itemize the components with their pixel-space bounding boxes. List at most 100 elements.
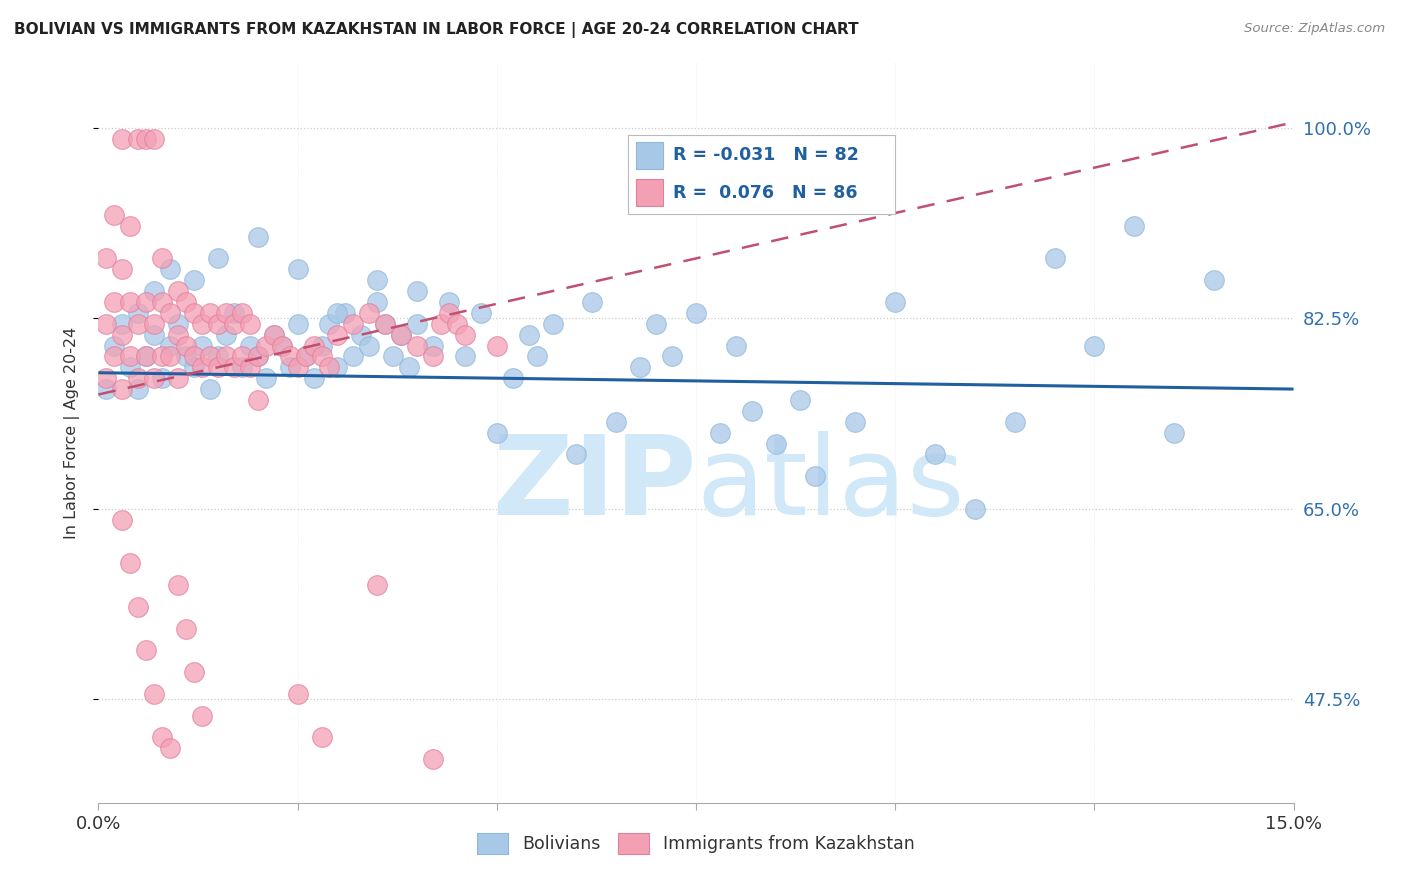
Point (287, 687, 309, 701)
Point (215, 327, 238, 342)
Point (389, 327, 412, 342)
Point (143, 371, 166, 385)
Point (326, 360, 349, 375)
Bar (636, 142, 662, 169)
Point (120, 556, 142, 570)
Point (406, 284, 429, 298)
Point (222, 306, 245, 320)
Point (103, 350, 125, 364)
Point (628, 360, 651, 375)
Point (150, 371, 173, 385)
Point (263, 327, 285, 342)
Point (135, 350, 157, 364)
Text: atlas: atlas (696, 431, 965, 538)
Point (406, 338, 429, 352)
Point (581, 295, 603, 310)
Bar (636, 178, 662, 206)
Point (159, 262, 181, 277)
Point (111, 327, 134, 342)
Point (198, 382, 221, 396)
Point (454, 327, 477, 342)
Point (120, 295, 142, 310)
Point (167, 317, 190, 331)
Point (167, 371, 190, 385)
Point (239, 360, 262, 375)
Legend: Bolivians, Immigrants from Kazakhstan: Bolivians, Immigrants from Kazakhstan (470, 826, 922, 861)
Point (517, 327, 540, 342)
Point (111, 262, 134, 277)
Point (183, 665, 205, 680)
Point (103, 208, 125, 222)
Point (1163, 425, 1185, 440)
Point (1123, 219, 1146, 233)
Point (167, 578, 190, 592)
Point (302, 371, 325, 385)
Point (159, 350, 181, 364)
Point (111, 513, 134, 527)
Point (143, 687, 166, 701)
Point (127, 371, 149, 385)
Point (254, 338, 277, 352)
Point (605, 415, 627, 429)
Point (135, 350, 157, 364)
Point (111, 131, 134, 145)
Point (239, 317, 262, 331)
Point (382, 350, 405, 364)
Point (884, 295, 907, 310)
Point (191, 360, 214, 375)
Point (789, 392, 811, 407)
Point (502, 371, 524, 385)
Point (231, 306, 253, 320)
Point (287, 262, 309, 277)
Point (198, 350, 221, 364)
Point (1043, 252, 1066, 266)
Point (366, 273, 388, 287)
Point (96, 252, 118, 266)
Point (159, 741, 181, 756)
Point (239, 338, 262, 352)
Point (207, 252, 229, 266)
Point (685, 306, 707, 320)
Point (127, 599, 149, 614)
Point (127, 317, 149, 331)
Point (167, 284, 190, 298)
Point (374, 317, 396, 331)
Point (366, 578, 388, 592)
Point (359, 338, 381, 352)
Text: R = -0.031   N = 82: R = -0.031 N = 82 (673, 146, 859, 164)
Point (437, 306, 460, 320)
Point (724, 338, 747, 352)
Point (222, 317, 245, 331)
Point (294, 350, 316, 364)
Point (231, 350, 253, 364)
Point (398, 360, 420, 375)
Point (526, 350, 548, 364)
Point (661, 350, 683, 364)
Point (335, 306, 357, 320)
Point (359, 306, 381, 320)
Point (207, 350, 229, 364)
Point (254, 371, 277, 385)
Point (270, 338, 292, 352)
Point (406, 317, 429, 331)
Point (143, 317, 166, 331)
Point (150, 731, 173, 745)
Point (174, 338, 197, 352)
Point (143, 327, 166, 342)
Point (159, 338, 181, 352)
Point (96, 382, 118, 396)
Point (135, 295, 157, 310)
Point (150, 295, 173, 310)
Point (246, 229, 269, 244)
Point (389, 327, 412, 342)
Point (422, 338, 444, 352)
Point (437, 295, 460, 310)
Point (485, 425, 508, 440)
Point (430, 317, 453, 331)
Point (422, 752, 444, 766)
Point (120, 350, 142, 364)
Point (270, 338, 292, 352)
Point (183, 350, 205, 364)
Text: R =  0.076   N = 86: R = 0.076 N = 86 (673, 184, 858, 202)
Point (263, 327, 285, 342)
